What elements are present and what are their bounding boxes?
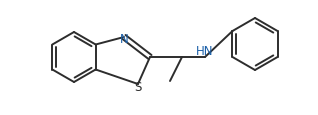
Text: HN: HN	[196, 45, 214, 58]
Text: S: S	[134, 81, 142, 94]
Text: N: N	[120, 33, 128, 46]
